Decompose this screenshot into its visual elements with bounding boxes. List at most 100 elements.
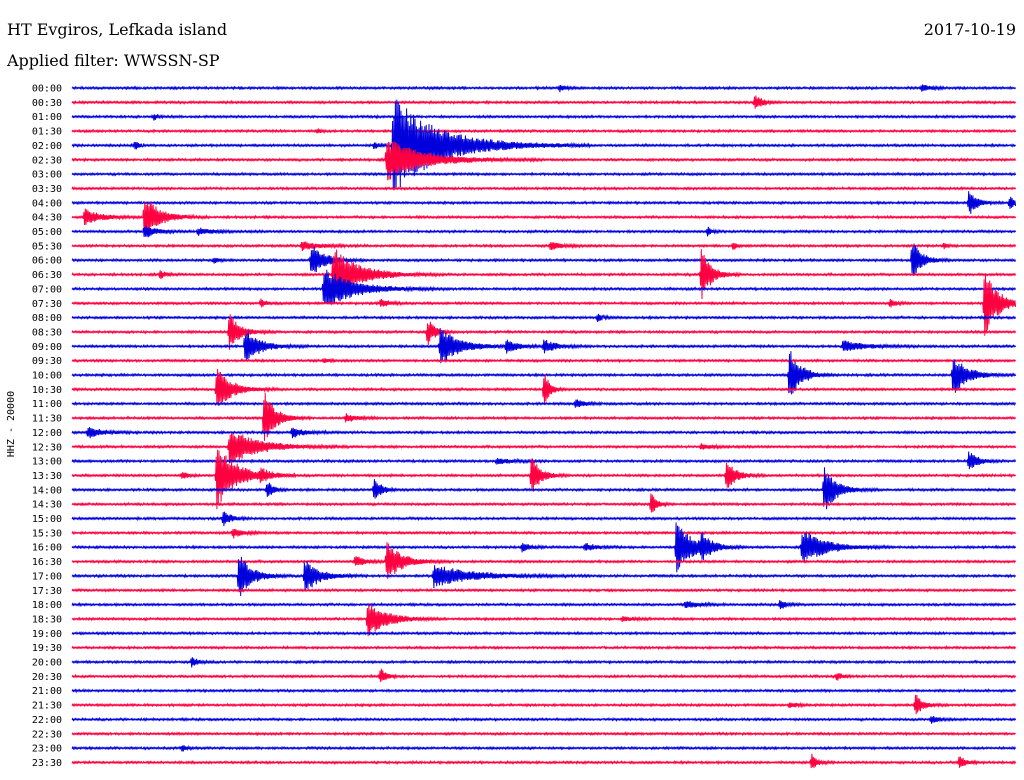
seismic-trace-1430 xyxy=(71,493,1017,513)
seismic-trace-2200 xyxy=(71,715,1017,724)
time-label: 08:00 xyxy=(32,313,62,324)
seismic-trace-0200 xyxy=(71,99,1017,190)
seismic-trace-1800 xyxy=(71,600,1017,610)
seismic-trace-0730 xyxy=(71,273,1017,336)
seismic-trace-1400 xyxy=(71,467,1017,510)
seismic-trace-0400 xyxy=(71,191,1017,214)
seismic-trace-1230 xyxy=(71,432,1017,464)
seismic-trace-0430 xyxy=(71,201,1017,237)
time-label: 02:30 xyxy=(32,155,62,166)
time-label: 12:00 xyxy=(32,428,62,439)
time-label: 10:30 xyxy=(32,385,62,396)
time-label: 16:00 xyxy=(32,543,62,554)
time-label: 23:00 xyxy=(32,744,62,755)
time-label: 14:30 xyxy=(32,500,62,511)
time-label: 12:30 xyxy=(32,442,62,453)
date-label: 2017-10-19 xyxy=(923,20,1016,39)
time-label: 11:00 xyxy=(32,399,62,410)
time-label: 17:00 xyxy=(32,571,62,582)
time-label: 22:00 xyxy=(32,715,62,726)
seismic-trace-1730 xyxy=(71,587,1017,593)
seismic-trace-1200 xyxy=(71,427,1017,439)
time-label: 00:30 xyxy=(32,98,62,109)
time-label: 18:30 xyxy=(32,614,62,625)
seismic-trace-1830 xyxy=(71,604,1017,637)
seismic-trace-0500 xyxy=(71,225,1017,238)
time-label: 16:30 xyxy=(32,557,62,568)
seismic-trace-0830 xyxy=(71,314,1017,350)
time-label: 19:30 xyxy=(32,643,62,654)
time-label: 15:30 xyxy=(32,528,62,539)
time-label: 07:30 xyxy=(32,299,62,310)
seismic-trace-1130 xyxy=(71,392,1017,441)
time-label: 08:30 xyxy=(32,327,62,338)
channel-label: HHZ - 20000 xyxy=(6,391,17,457)
seismic-trace-2130 xyxy=(71,694,1017,715)
seismic-trace-0900 xyxy=(71,328,1017,364)
time-label: 02:00 xyxy=(32,141,62,152)
time-label: 11:30 xyxy=(32,414,62,425)
time-label: 05:00 xyxy=(32,227,62,238)
time-label-group: 00:00 00:30 01:00 01:30 02:00 02:30 03:00 03:30… xyxy=(32,84,62,769)
time-label: 06:00 xyxy=(32,256,62,267)
time-label: 00:00 xyxy=(32,84,62,95)
time-label: 22:30 xyxy=(32,729,62,740)
time-label: 18:00 xyxy=(32,600,62,611)
time-label: 21:00 xyxy=(32,686,62,697)
seismic-trace-2000 xyxy=(71,657,1017,668)
seismic-trace-1600 xyxy=(71,522,1017,573)
seismic-trace-1030 xyxy=(71,368,1017,406)
time-label: 09:00 xyxy=(32,342,62,353)
seismic-trace-1000 xyxy=(71,351,1017,395)
time-label: 20:00 xyxy=(32,658,62,669)
seismic-trace-0130 xyxy=(71,128,1017,134)
time-label: 13:00 xyxy=(32,457,62,468)
time-label: 07:00 xyxy=(32,284,62,295)
seismic-trace-1100 xyxy=(71,399,1017,408)
seismic-trace-1900 xyxy=(71,630,1017,637)
time-label: 06:30 xyxy=(32,270,62,281)
station-title: HT Evgiros, Lefkada island xyxy=(7,20,228,39)
seismic-trace-0230 xyxy=(71,141,1017,181)
seismic-trace-1530 xyxy=(71,528,1017,539)
seismic-trace-0000 xyxy=(71,84,1017,93)
time-label: 01:00 xyxy=(32,112,62,123)
time-label: 17:30 xyxy=(32,586,62,597)
filter-label: Applied filter: WWSSN-SP xyxy=(7,51,220,70)
time-label: 23:30 xyxy=(32,758,62,769)
time-label: 03:00 xyxy=(32,170,62,181)
seismic-trace-2030 xyxy=(71,668,1017,683)
seismic-trace-1630 xyxy=(71,542,1017,580)
seismic-trace-0030 xyxy=(71,95,1017,109)
time-label: 05:30 xyxy=(32,241,62,252)
seismic-trace-0930 xyxy=(71,357,1017,364)
time-label: 01:30 xyxy=(32,127,62,138)
seismic-trace-0600 xyxy=(71,243,1017,276)
time-label: 20:30 xyxy=(32,672,62,683)
seismic-trace-1930 xyxy=(71,644,1017,651)
seismic-trace-1700 xyxy=(71,556,1017,597)
seismic-trace-0330 xyxy=(71,185,1017,192)
time-label: 03:30 xyxy=(32,184,62,195)
seismic-trace-2330 xyxy=(71,753,1017,769)
time-label: 15:00 xyxy=(32,514,62,525)
seismic-trace-0530 xyxy=(71,241,1017,251)
time-label: 04:00 xyxy=(32,198,62,209)
seismic-trace-0800 xyxy=(71,313,1017,322)
time-label: 19:00 xyxy=(32,629,62,640)
seismic-trace-1300 xyxy=(71,451,1017,470)
time-label: 21:30 xyxy=(32,701,62,712)
seismic-trace-1500 xyxy=(71,511,1017,527)
seismic-trace-0300 xyxy=(71,171,1017,177)
time-label: 14:00 xyxy=(32,485,62,496)
seismic-trace-0100 xyxy=(71,113,1017,121)
time-label: 04:30 xyxy=(32,213,62,224)
time-label: 10:00 xyxy=(32,371,62,382)
seismic-trace-2100 xyxy=(71,687,1017,694)
seismic-trace-2300 xyxy=(71,744,1017,752)
trace-group xyxy=(71,84,1017,769)
seismic-trace-1330 xyxy=(71,449,1017,510)
seismic-trace-0630 xyxy=(71,249,1017,301)
seismic-trace-0700 xyxy=(71,269,1017,305)
